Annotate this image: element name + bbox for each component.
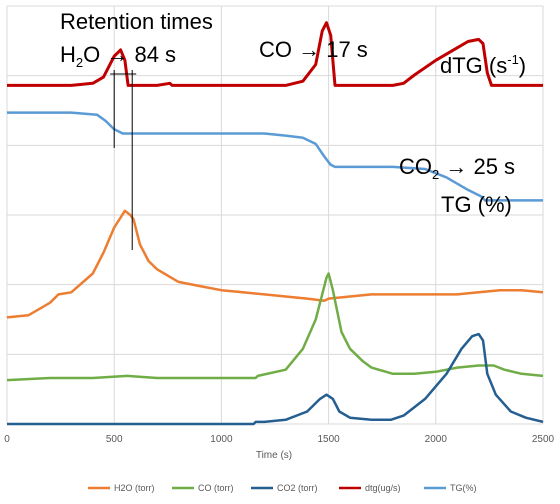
dtg-main: dTG (s [440,53,507,78]
legend-label: H2O (torr) [114,483,155,493]
legend-label: TG(%) [450,483,477,493]
series-line-tg [7,111,543,202]
annotation-dtg-label: dTG (s-1) [440,52,526,78]
dtg-superscript: -1 [507,52,519,67]
x-axis-title: Time (s) [256,450,292,461]
legend-label: CO (torr) [198,483,234,493]
x-tick-labels: 0 500 1000 1500 2000 2500 [4,434,554,445]
annotation-h2o-retention: H2O → 84 s [60,42,176,70]
annotation-co-retention: CO → 17 s [259,37,368,62]
series-line-co-torr [6,272,544,382]
grid-lines [6,5,544,425]
series-layer [6,21,544,426]
x-tick-label: 2500 [532,434,555,445]
annotation-tg-label: TG (%) [441,192,512,217]
x-tick-label: 2000 [425,434,448,445]
annotations: Retention times H2O → 84 s CO → 17 s dTG… [60,9,526,217]
legend-label: CO2 (torr) [277,483,318,493]
x-tick-label: 1000 [210,434,233,445]
series-line-co2-torr [7,332,544,426]
h2o-subscript: 2 [76,55,83,70]
legend: H2O (torr) CO (torr) CO2 (torr) dtg(ug/s) TG… [88,483,477,493]
legend-label: dtg(ug/s) [365,483,401,493]
co2-formula: CO [399,154,432,179]
dtg-close: ) [519,53,526,78]
annotation-co2-retention: CO2 → 25 s [399,154,515,182]
h2o-tail: O → 84 s [83,42,176,67]
h2o-formula: H [60,42,76,67]
x-tick-label: 0 [4,434,10,445]
x-tick-label: 500 [106,434,123,445]
annotation-retention-title: Retention times [60,9,213,34]
x-tick-label: 1500 [317,434,340,445]
retention-markers [110,70,137,250]
series-line-h2o-torr [6,209,544,319]
series-line-dtg-ug-s [7,21,543,87]
co2-subscript: 2 [432,167,439,182]
co2-tail: → 25 s [439,154,515,179]
